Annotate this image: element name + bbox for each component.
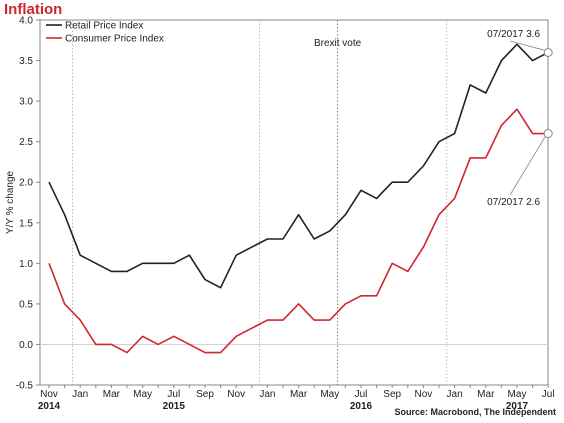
- x-tick-label: Jul: [167, 389, 180, 400]
- x-tick-label: May: [320, 389, 339, 400]
- y-axis-label: Y/Y % change: [5, 170, 16, 234]
- axes: -0.50.00.51.01.52.02.53.03.54.0Nov2014Ja…: [16, 16, 555, 413]
- x-tick-label: Mar: [103, 389, 121, 400]
- y-tick-label: -0.5: [16, 381, 34, 392]
- legend-label-cpi: Consumer Price Index: [65, 34, 164, 45]
- x-tick-label: May: [133, 389, 152, 400]
- annotation-marker: [543, 47, 553, 57]
- x-year-label: 2016: [350, 401, 373, 412]
- rpi-line: [48, 43, 549, 289]
- annotation-label: 07/2017 3.6: [487, 29, 540, 40]
- series-lines: [48, 43, 549, 354]
- plot-frame: [39, 19, 549, 386]
- chart-title: Inflation: [4, 1, 63, 18]
- x-tick-label: Jul: [542, 389, 555, 400]
- source-note: Source: Macrobond, The Independent: [394, 407, 556, 417]
- x-year-label: 2015: [163, 401, 186, 412]
- x-tick-label: Nov: [227, 389, 245, 400]
- x-tick-label: Nov: [415, 389, 433, 400]
- x-year-label: 2014: [38, 401, 61, 412]
- x-tick-label: Sep: [196, 389, 214, 400]
- y-tick-label: 2.5: [19, 137, 33, 148]
- y-tick-label: 1.5: [19, 218, 33, 229]
- y-tick-label: 0.0: [19, 340, 33, 351]
- annotation-label: 07/2017 2.6: [487, 197, 540, 208]
- x-year-label: 2017: [506, 401, 529, 412]
- annotation-leader: [509, 136, 546, 196]
- y-tick-label: 2.0: [19, 178, 33, 189]
- legend: Retail Price Index Consumer Price Index: [46, 21, 164, 45]
- y-tick-label: 4.0: [19, 16, 33, 27]
- annotation-leader: [509, 40, 546, 51]
- annotations: 07/2017 3.6 07/2017 2.6: [487, 29, 553, 208]
- y-tick-label: 3.5: [19, 56, 33, 67]
- y-tick-label: 0.5: [19, 299, 33, 310]
- x-tick-label: Sep: [383, 389, 401, 400]
- x-tick-label: Mar: [290, 389, 308, 400]
- event-label: Brexit vote: [314, 38, 362, 49]
- x-tick-label: Nov: [40, 389, 58, 400]
- y-tick-label: 1.0: [19, 259, 33, 270]
- x-tick-label: Jan: [259, 389, 275, 400]
- annotation-marker: [543, 129, 553, 139]
- x-tick-label: May: [508, 389, 527, 400]
- x-tick-label: Jan: [72, 389, 88, 400]
- x-tick-label: Mar: [477, 389, 495, 400]
- y-tick-label: 3.0: [19, 97, 33, 108]
- x-tick-label: Jan: [447, 389, 463, 400]
- legend-label-rpi: Retail Price Index: [65, 21, 143, 32]
- year-dividers: Brexit vote: [72, 20, 448, 385]
- cpi-line: [48, 108, 549, 354]
- x-tick-label: Jul: [355, 389, 368, 400]
